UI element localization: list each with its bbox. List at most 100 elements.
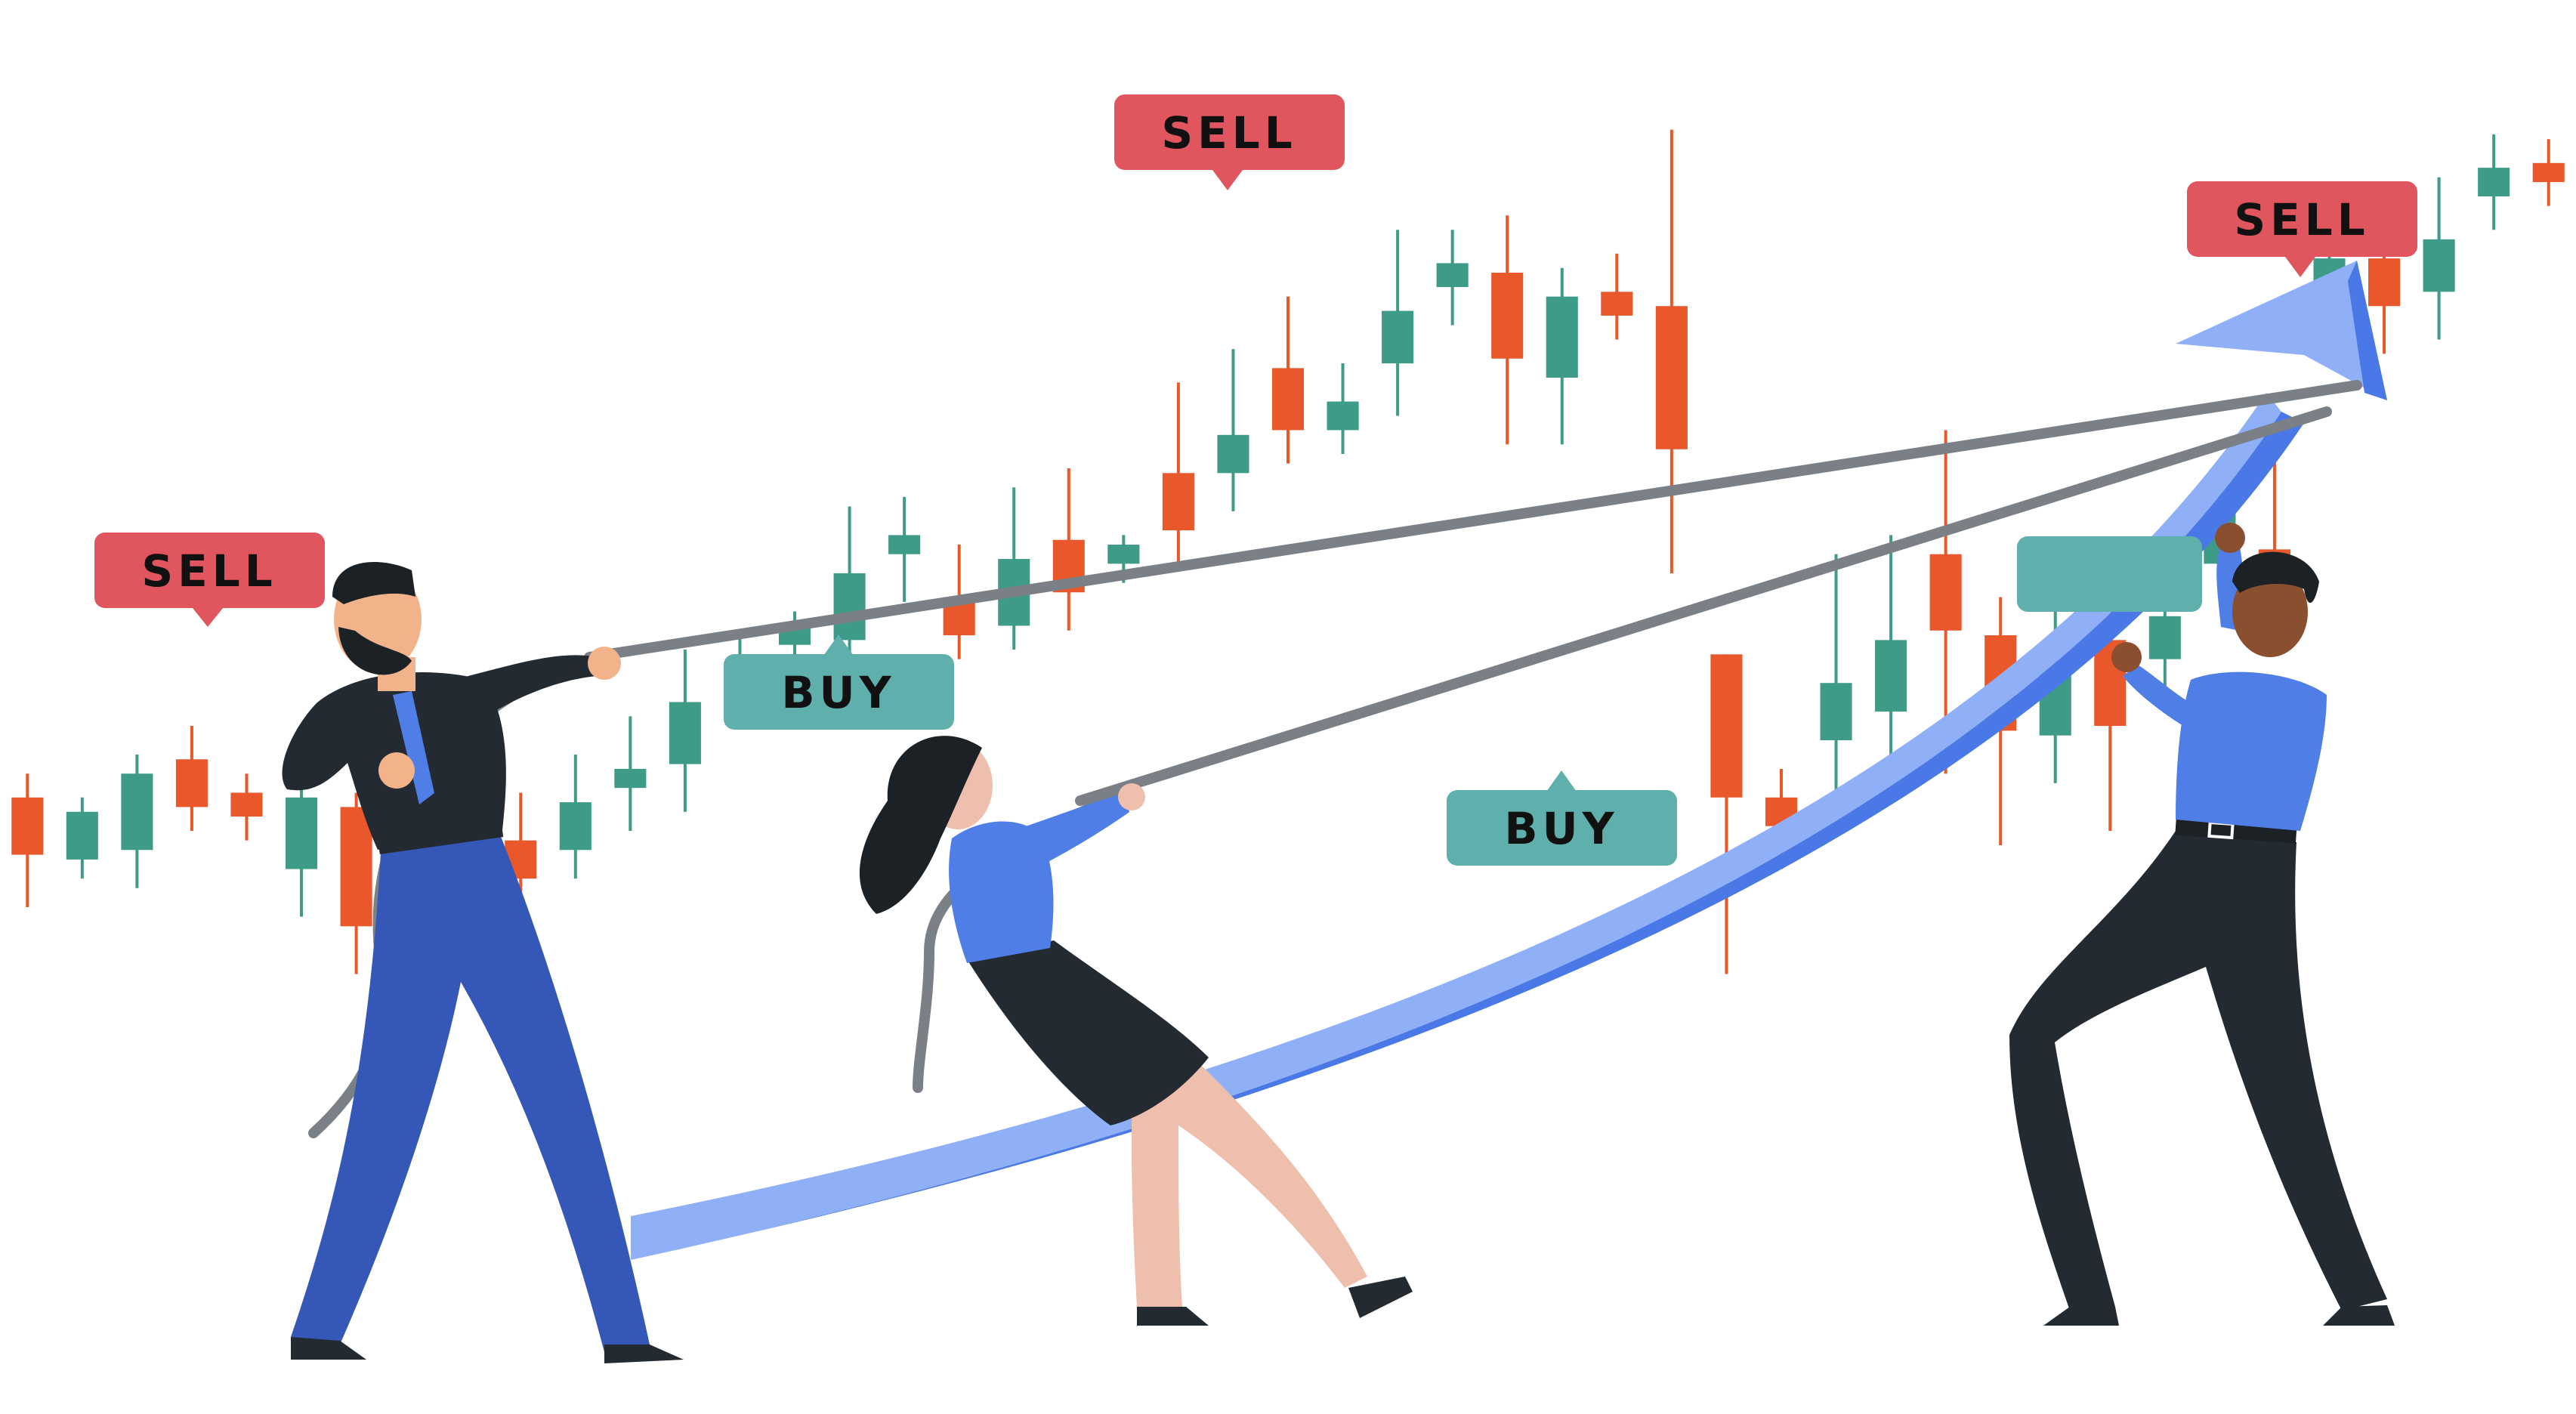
candle [669, 650, 701, 812]
candle-body [11, 797, 44, 855]
speech-bubble-icon [1114, 94, 1345, 170]
tag-buy-center: BUY [1447, 770, 1677, 866]
tag-sell-top-label: SELL [1161, 107, 1296, 159]
tag-sell-left-pointer [193, 608, 223, 627]
woman-hand [1118, 783, 1145, 810]
speech-bubble-icon [724, 654, 954, 730]
right-man-hair [2232, 551, 2319, 604]
candle-body [1820, 683, 1852, 740]
left-man-arm-raised [453, 655, 597, 718]
candle [66, 797, 98, 879]
candle [1217, 349, 1249, 511]
tag-sell-right: SELL [2187, 181, 2417, 277]
left-man-shoe-right [604, 1345, 684, 1363]
candle [2423, 177, 2455, 340]
candle [833, 506, 866, 669]
candle [1601, 253, 1633, 340]
candle [1052, 468, 1085, 631]
candle [888, 496, 921, 602]
candle-body [1929, 554, 1962, 631]
candle-body [1710, 654, 1743, 798]
candle-body [1271, 368, 1305, 431]
candle-body [614, 768, 647, 789]
speech-bubble-icon [2187, 181, 2417, 257]
candle [2532, 139, 2565, 206]
right-man-shoe-left [2043, 1307, 2119, 1326]
candle [2478, 134, 2510, 230]
woman-shoe-left [1137, 1307, 1209, 1326]
left-man-tie [393, 691, 434, 804]
candle-body [1382, 310, 1414, 364]
candle [1820, 554, 1852, 812]
right-man-legs [2009, 831, 2387, 1311]
candle-body [1107, 545, 1140, 564]
candle-body [121, 773, 153, 851]
tag-sell-left: SELL [94, 533, 325, 627]
tag-buy-left-pointer [823, 634, 854, 656]
candle [1491, 215, 1524, 445]
candle-body [2368, 258, 2401, 307]
candle [559, 754, 591, 879]
speech-bubble-icon [94, 533, 325, 608]
candle-body [66, 811, 98, 860]
candle-body [833, 573, 866, 641]
candle-body [2148, 616, 2181, 659]
left-man-legs [291, 831, 650, 1352]
candle-body [888, 535, 921, 554]
woman-blouse [949, 821, 1054, 963]
candle-body [1162, 473, 1194, 531]
right-man-arm-left [2123, 665, 2206, 733]
candle-body [1655, 306, 1688, 449]
candle [1655, 129, 1688, 573]
candle-body [1875, 640, 1907, 712]
arrow-up-icon [631, 261, 2387, 1260]
candle [1162, 382, 1194, 564]
person-center-woman [859, 736, 1413, 1326]
woman-legs [1131, 1057, 1367, 1307]
candle [1436, 230, 1469, 326]
right-man-face [2232, 567, 2308, 657]
candle-body [1217, 434, 1249, 474]
candle [614, 716, 647, 831]
woman-hair [859, 736, 982, 914]
candle [998, 487, 1030, 650]
candle [1271, 296, 1305, 464]
candle [1546, 267, 1578, 445]
candle [340, 792, 372, 974]
left-man-hand-upper [588, 647, 621, 680]
left-man-hair [332, 562, 415, 604]
candle-body [559, 802, 591, 851]
woman-arms [1012, 793, 1129, 869]
right-man-hand-left [2111, 642, 2142, 672]
left-man-shoe-left [291, 1337, 366, 1360]
person-left-man [282, 562, 684, 1363]
candle-body [2423, 239, 2455, 292]
candle [121, 754, 153, 888]
candle [1710, 654, 1743, 974]
candle [1327, 363, 1359, 455]
candle-body [1436, 263, 1469, 287]
candle-body [1546, 296, 1578, 378]
rope-upper [584, 380, 2362, 662]
left-man-hand-lower [378, 752, 415, 789]
tag-buy-center-label: BUY [1504, 803, 1618, 854]
tag-sell-right-label: SELL [2234, 194, 2369, 245]
candle-body [230, 792, 263, 817]
candle-body [1327, 401, 1359, 431]
tag-buy-right-partial [2017, 536, 2202, 612]
rope-lower [1075, 406, 2332, 806]
woman-skirt [967, 940, 1209, 1125]
speech-bubble-icon [2017, 536, 2202, 612]
candle [11, 773, 44, 908]
right-man-shoe-right [2323, 1305, 2395, 1326]
tag-sell-right-pointer [2285, 257, 2315, 277]
tag-buy-left: BUY [724, 634, 954, 730]
trend-arrow-head [2176, 261, 2387, 400]
tag-buy-center-pointer [1546, 770, 1577, 792]
right-man-shirt [2176, 671, 2327, 831]
tag-sell-top-pointer [1212, 170, 1243, 190]
candle-body [340, 807, 372, 927]
tag-sell-left-label: SELL [141, 545, 276, 597]
person-right-man [2009, 523, 2395, 1326]
